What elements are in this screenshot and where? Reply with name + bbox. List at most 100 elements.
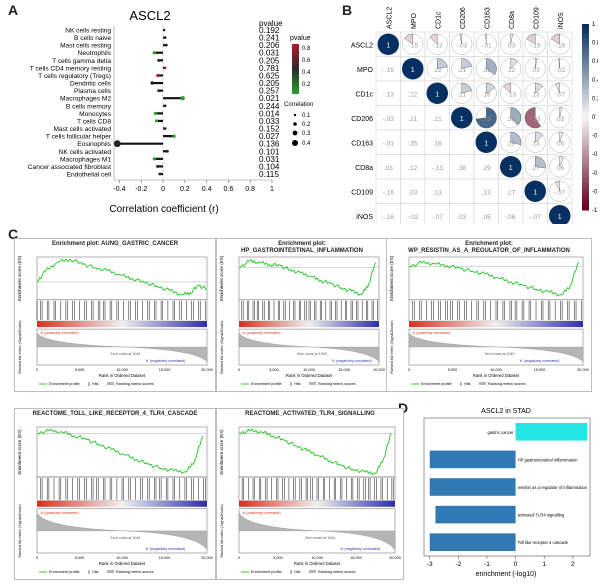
legend-hits-label: Hits <box>294 570 301 574</box>
legend-ranking-swatch <box>107 382 114 385</box>
x-tick-label: 0 <box>238 556 240 560</box>
pie-wedge <box>510 58 519 70</box>
category-label: B cells memory <box>66 103 112 110</box>
rank-axis-label: Ranked list metric (Signal2Noise) <box>220 504 224 557</box>
matrix-value: .03 <box>408 189 417 196</box>
category-label: Cancer associated fibroblast <box>28 164 111 171</box>
zero-cross-label: Zero cross at 1049 <box>110 352 140 356</box>
lollipop-dot <box>163 127 167 130</box>
matrix-value: .06 <box>555 165 564 172</box>
category-label: NK cells activated <box>59 149 112 156</box>
pvalue-label: 0.014 <box>259 109 280 118</box>
legend-size-dot <box>293 113 297 117</box>
enrichment-bar <box>429 450 516 469</box>
bar-label: HP gastrointestinal inflammation <box>518 457 579 462</box>
category-label: B cells naive <box>74 35 111 42</box>
bar-label: activated TLR4 signalling <box>518 513 565 518</box>
legend-ranking-label: Ranking metric scores <box>488 382 526 386</box>
x-axis-label: Correlation coefficient (r) <box>109 204 218 215</box>
legend-ranking-swatch <box>309 570 316 573</box>
lollipop-chart: ASCL2 pvalue -0.4 -0.2 0 0.2 0.4 0.6 0.8 1 NK ce… <box>28 8 314 215</box>
diagonal-disc <box>524 180 546 202</box>
colorbar-segment <box>582 112 589 118</box>
gsea-plot: REACTOME_ACTIVATED_TLR4_SIGNALLING Enrich… <box>216 408 404 580</box>
column-label: CD206 <box>460 7 467 29</box>
pie-wedge <box>510 131 522 146</box>
gsea-plot: Enrichment plot: HP_GASTROINTESTINAL_INF… <box>216 238 388 392</box>
zero-cross-label: Zero cross at 1049 <box>484 352 514 356</box>
colorbar-segment <box>582 154 589 160</box>
pie-wedge <box>535 131 544 143</box>
matrix-value: .13 <box>531 91 540 98</box>
matrix-cell <box>375 105 401 131</box>
matrix-value: -.07 <box>530 214 542 221</box>
rank-color-bar <box>239 321 379 328</box>
pvalue-label: 0.244 <box>259 102 280 111</box>
rank-color-bar <box>409 321 583 328</box>
matrix-value: .13 <box>482 189 491 196</box>
pvalue-label: 0.101 <box>259 147 280 156</box>
x-tick-label: 20,000 <box>389 556 401 560</box>
es-curve <box>36 258 208 296</box>
pvalue-label: 0.136 <box>259 140 280 149</box>
x-tick-label: 5,000 <box>75 556 85 560</box>
x-tick-label: -0.2 <box>135 186 147 193</box>
matrix-cell <box>400 105 426 131</box>
x-tick-label: 1 <box>270 186 274 193</box>
rank-color-bar <box>37 321 207 328</box>
x-tick-label: 0 <box>36 556 38 560</box>
lollipop-dot <box>153 111 157 115</box>
matrix-value: -.16 <box>383 214 395 221</box>
colorbar-segment <box>582 61 589 67</box>
column-label: ASCL2 <box>386 7 393 29</box>
matrix-value: .03 <box>457 214 466 221</box>
diagonal-disc <box>475 131 497 153</box>
colorbar-segment <box>582 121 589 127</box>
legend-hits-label: Hits <box>92 570 99 574</box>
pvalue-label: 0.021 <box>259 94 280 103</box>
matrix-value: -.02 <box>554 67 565 74</box>
matrix-value: 1 <box>558 214 562 221</box>
pie-wedge <box>524 107 542 129</box>
matrix-value: .29 <box>482 165 491 172</box>
matrix-value: .38 <box>506 116 515 123</box>
legend-correlation-title: Correlation <box>284 102 313 108</box>
rank-metric-area <box>36 332 208 363</box>
pvalue-label: 0.031 <box>259 155 280 164</box>
colorbar-segment <box>582 172 589 178</box>
matrix-value: -.13 <box>432 42 443 49</box>
matrix-value: .13 <box>531 140 540 147</box>
lollipop-dot <box>152 157 156 161</box>
colorbar-segment <box>582 140 589 146</box>
category-label: T cells regulatory (Tregs) <box>38 73 111 80</box>
colorbar-segment <box>582 200 589 206</box>
colorbar-segment <box>582 149 589 155</box>
colorbar-tick: -0.4 <box>592 152 598 158</box>
matrix-cell <box>424 154 450 180</box>
pie-wedge <box>429 33 438 45</box>
matrix-value: .22 <box>433 67 442 74</box>
legend-hits-label: Hits <box>294 382 301 386</box>
colorbar-segment <box>582 51 589 58</box>
pie-wedge <box>502 82 511 94</box>
category-label: T cells gamma delta <box>52 58 111 65</box>
lollipop-dot <box>156 73 160 77</box>
matrix-cell <box>375 178 401 204</box>
x-tick-label: 0 <box>36 368 38 372</box>
gsea-canvas: Enrichment score (ES) 'a' (positively cor… <box>17 255 213 386</box>
matrix-value: -.16 <box>530 42 541 49</box>
legend-size-dot <box>292 130 298 136</box>
pvalue-label: 0.192 <box>259 26 280 35</box>
column-label: MPO <box>411 13 418 30</box>
colorbar-tick: 0.4 <box>592 78 598 84</box>
matrix-value: .05 <box>482 214 491 221</box>
matrix-cell <box>473 154 499 180</box>
diagonal-disc <box>549 205 571 224</box>
legend-hits-label: Hits <box>92 382 99 386</box>
row-label: CD163 <box>351 140 373 147</box>
pos-label: 'a' (positively correlated) <box>242 331 281 335</box>
matrix-cell <box>473 178 499 204</box>
x-tick-label: 0 <box>238 368 240 372</box>
colorbar-segment <box>582 84 589 90</box>
matrix-cell <box>400 178 426 204</box>
